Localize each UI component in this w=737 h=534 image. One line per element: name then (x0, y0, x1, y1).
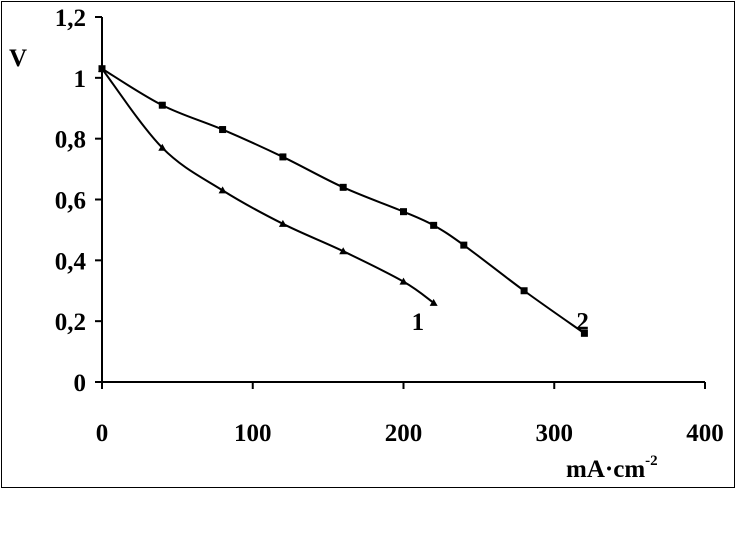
y-tick-label: 0,8 (55, 127, 86, 154)
series-label: 1 (412, 309, 425, 336)
data-point (219, 126, 227, 134)
y-tick-label: 1,2 (55, 5, 86, 32)
y-tick-label: 0,6 (55, 188, 86, 215)
x-axis-title-base: mA·cm (566, 456, 645, 483)
data-point (339, 183, 347, 191)
data-point (339, 247, 348, 255)
data-point (430, 221, 438, 229)
series-1: 1 (98, 64, 438, 336)
y-tick-label: 0,4 (55, 248, 87, 275)
y-axis-title: V (9, 45, 27, 72)
series-1-line (101, 68, 435, 304)
data-point (400, 208, 407, 216)
chart-frame (1, 1, 735, 488)
series-2: 2 (98, 65, 589, 337)
data-point (580, 329, 588, 337)
y-tick-label: 0,2 (55, 309, 86, 336)
x-tick-label: 400 (686, 420, 724, 447)
data-point (399, 277, 408, 285)
data-point (218, 186, 227, 194)
data-point (158, 143, 167, 151)
x-tick-label: 100 (234, 420, 272, 447)
x-ticks: 0 100 200 300 400 (96, 382, 724, 447)
y-tick-label: 1 (74, 66, 87, 93)
series-2-line (101, 67, 585, 335)
data-point (520, 287, 528, 295)
x-tick-label: 0 (96, 420, 109, 447)
x-axis-title: mA·cm-2 (566, 453, 658, 483)
y-ticks: 0 0,2 0,4 0,6 0,8 1 1,2 (55, 5, 102, 397)
data-point (278, 219, 287, 227)
series-label: 2 (576, 308, 589, 335)
data-point (429, 298, 438, 306)
data-point (460, 241, 468, 249)
data-point (158, 101, 166, 109)
y-tick-label: 0 (74, 370, 87, 397)
data-point (279, 153, 287, 161)
x-tick-label: 300 (536, 420, 574, 447)
data-point (98, 65, 106, 73)
x-tick-label: 200 (385, 420, 423, 447)
x-axis-title-exponent: -2 (645, 453, 658, 469)
axes (101, 17, 705, 383)
